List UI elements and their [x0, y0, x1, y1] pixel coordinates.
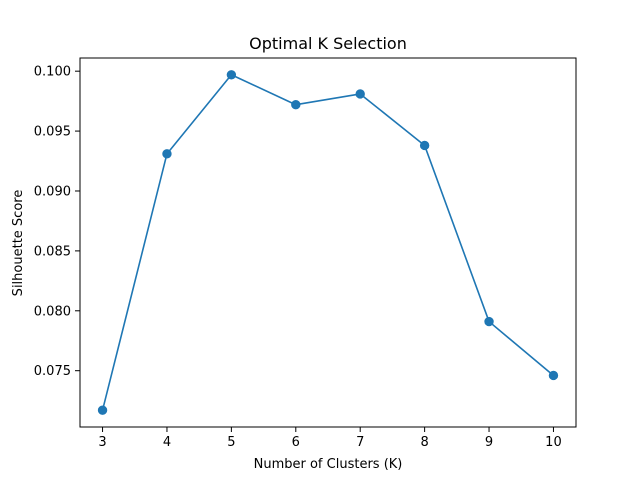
x-axis-label: Number of Clusters (K)	[254, 457, 403, 472]
y-axis-label: Silhouette Score	[11, 190, 26, 297]
y-tick-label: 0.100	[34, 65, 71, 80]
x-tick-label: 10	[545, 435, 562, 450]
data-point	[355, 89, 365, 99]
x-axis-ticks: 3 4 5 6 7 8 9 10	[98, 427, 562, 450]
x-tick-label: 4	[163, 435, 171, 450]
y-tick-label: 0.085	[34, 244, 71, 259]
data-point	[419, 140, 430, 151]
data-point	[484, 316, 494, 327]
data-point	[226, 70, 237, 80]
y-tick-label: 0.075	[34, 364, 71, 379]
x-tick-label: 3	[98, 435, 106, 450]
data-point	[548, 370, 559, 381]
x-tick-label: 7	[356, 435, 364, 450]
y-axis-ticks: 0.075 0.080 0.085 0.090 0.095 0.100	[34, 65, 80, 379]
x-tick-label: 9	[485, 435, 493, 450]
data-point	[162, 149, 172, 159]
x-tick-label: 5	[227, 435, 235, 450]
chart-title: Optimal K Selection	[249, 34, 407, 53]
y-tick-label: 0.080	[34, 304, 71, 319]
y-tick-label: 0.090	[34, 184, 71, 199]
x-tick-label: 8	[420, 435, 428, 450]
data-point	[97, 405, 108, 415]
plot-frame	[79, 57, 577, 428]
data-point	[291, 100, 301, 110]
x-tick-label: 6	[292, 435, 300, 450]
y-tick-label: 0.095	[34, 125, 71, 140]
plot-area	[79, 57, 577, 428]
series-line	[101, 73, 555, 412]
